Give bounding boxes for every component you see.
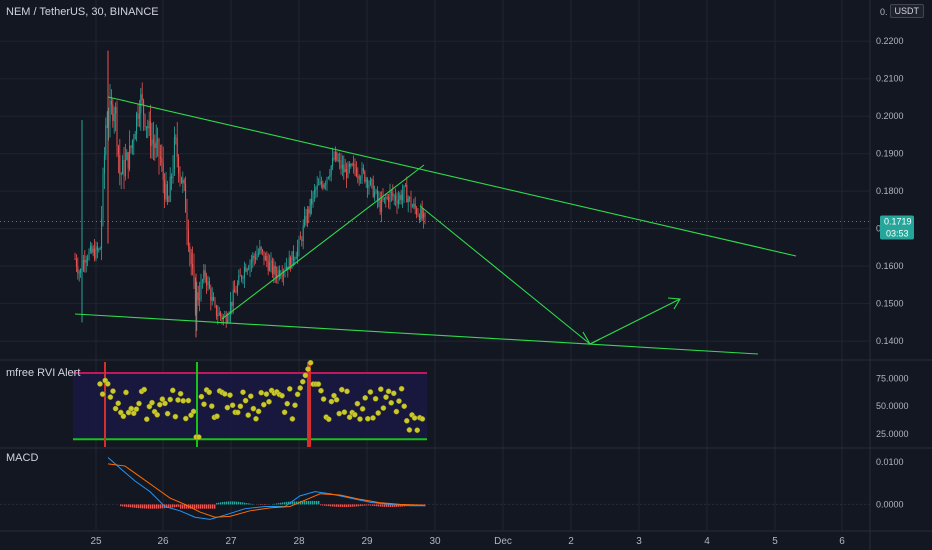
price-tick-label: 0.1900 [876,149,904,159]
time-tick-label: 4 [704,536,710,547]
time-tick-label: 2 [568,536,574,547]
price-tick-label: 0.1500 [876,299,904,309]
time-tick-label: 27 [225,536,237,547]
time-tick-label: 6 [839,536,845,547]
price-tick-label: 0.2100 [876,74,904,84]
price-tick-label: 0.2200 [876,36,904,46]
candlesticks [74,50,426,338]
macd-pane-label[interactable]: MACD [6,452,39,464]
countdown-label: 03:53 [886,229,909,239]
macd-tick-label: 0.0000 [876,499,904,509]
time-tick-label: 30 [429,536,441,547]
macd-tick-label: 0.0100 [876,457,904,467]
currency-button[interactable]: USDT [889,4,924,18]
price-tick-label: 0.2000 [876,111,904,121]
symbol-title[interactable]: NEM / TetherUS, 30, BINANCE [6,6,159,18]
rvi-tick-label: 25.0000 [876,429,909,439]
macd-indicator [0,457,870,520]
drawing-trendlines[interactable] [74,96,797,355]
price-tick-label: 0.1800 [876,186,904,196]
last-price-label: 0.1719 [884,217,912,227]
rvi-tick-label: 50.0000 [876,401,909,411]
rvi-tick-label: 75.0000 [876,374,909,384]
time-tick-label: 26 [157,536,169,547]
time-tick-label: 3 [636,536,642,547]
time-tick-label: 28 [293,536,305,547]
rvi-pane-label[interactable]: mfree RVI Alert [6,367,81,379]
rvi-indicator [73,359,427,447]
price-tick-label: 0. [880,7,888,17]
time-tick-label: 25 [90,536,102,547]
time-tick-label: Dec [494,536,512,547]
time-tick-label: 5 [772,536,778,547]
time-tick-label: 29 [361,536,373,547]
last-price-badge [880,215,914,240]
price-tick-label: 0.1400 [876,336,904,346]
price-tick-label: 0.1600 [876,261,904,271]
